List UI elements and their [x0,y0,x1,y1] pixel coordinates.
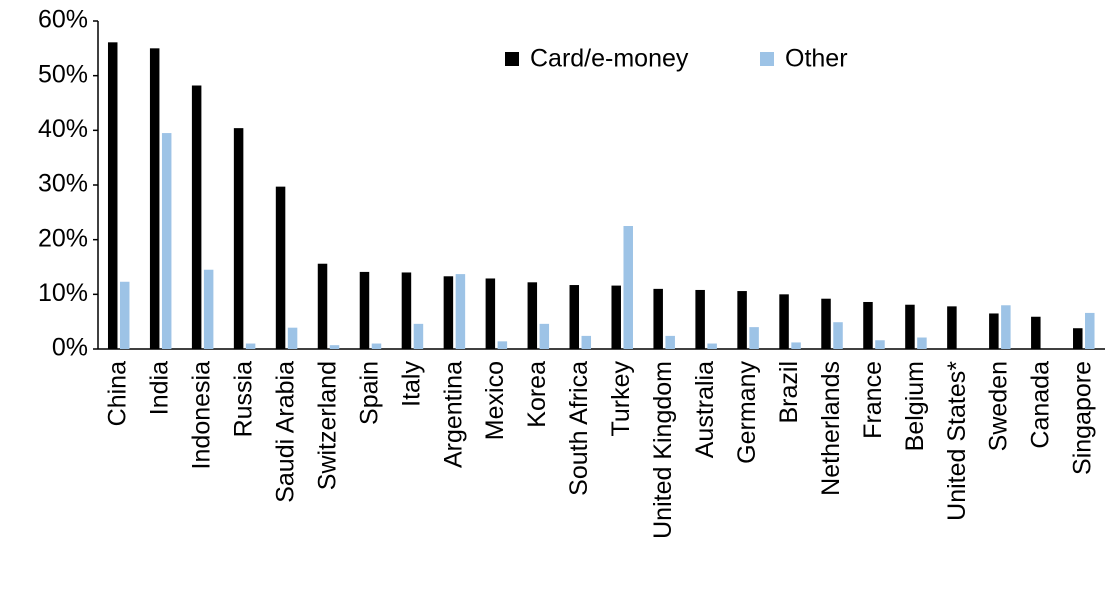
bar [203,269,214,349]
x-tick-label: Netherlands [817,361,845,496]
bar [665,335,675,349]
bar [737,291,747,349]
bar [497,341,508,349]
bar [455,274,466,349]
x-tick-label: United States* [943,361,971,521]
bar [611,285,621,349]
x-tick-label: India [146,361,174,415]
legend-swatch [760,52,774,66]
bar [1085,312,1095,349]
bar [1073,328,1083,349]
bar [107,42,118,349]
bar [539,323,550,349]
bar [329,345,340,349]
x-tick-label: Belgium [901,361,929,451]
legend-label: Other [785,45,848,73]
bar [287,327,298,349]
x-tick-label: Brazil [775,361,803,424]
bar [1031,316,1041,349]
x-tick-label: Spain [355,361,383,425]
x-tick-label: Russia [229,361,257,438]
bar [569,285,580,349]
y-tick-label: 50% [38,60,88,88]
bar [623,226,633,349]
x-tick-label: Australia [691,361,719,458]
y-tick-label: 40% [38,115,88,143]
x-tick-label: France [859,361,887,439]
y-tick-label: 30% [38,170,88,198]
y-tick-label: 60% [38,6,88,34]
x-tick-label: Singapore [1069,361,1097,475]
bar [791,342,801,349]
bar [401,272,412,349]
bar [989,313,999,349]
bar [119,281,130,349]
legend-swatch [505,52,519,66]
y-tick-label: 10% [38,279,88,307]
bar [413,323,424,349]
x-tick-label: United Kingdom [649,361,677,539]
bar [233,128,244,349]
x-tick-label: Switzerland [313,361,341,490]
bar [917,337,927,349]
bar [863,301,873,349]
bar [905,304,915,349]
bar [947,306,957,349]
bar [191,85,202,350]
bar [317,263,328,349]
bar [821,298,831,349]
bar [695,289,705,349]
y-tick-label: 0% [52,334,88,362]
bar [371,343,382,349]
x-tick-label: Germany [733,361,761,464]
bar [653,288,663,349]
x-tick-label: Canada [1027,361,1055,449]
bar [749,327,759,349]
bar [161,133,172,349]
legend-label: Card/e-money [530,45,689,73]
x-tick-label: Mexico [481,361,509,440]
x-tick-label: Italy [397,361,425,407]
bar [581,335,592,349]
bar [779,294,789,349]
bar [443,276,454,349]
x-tick-label: Indonesia [188,361,216,470]
bar [875,340,885,349]
y-tick-label: 20% [38,224,88,252]
bar [707,343,717,349]
bar [527,282,538,349]
x-tick-label: Argentina [439,361,467,468]
bar [833,322,843,349]
x-tick-label: South Africa [565,361,593,496]
x-tick-label: Sweden [985,361,1013,451]
bar [275,186,286,349]
x-tick-label: Turkey [607,361,635,437]
bar [149,48,160,349]
bar [485,278,496,349]
bar [1001,305,1011,349]
bar [359,271,370,349]
x-tick-label: China [104,361,132,426]
x-tick-label: Korea [523,361,551,428]
bar [245,343,256,349]
x-tick-label: Saudi Arabia [271,361,299,503]
